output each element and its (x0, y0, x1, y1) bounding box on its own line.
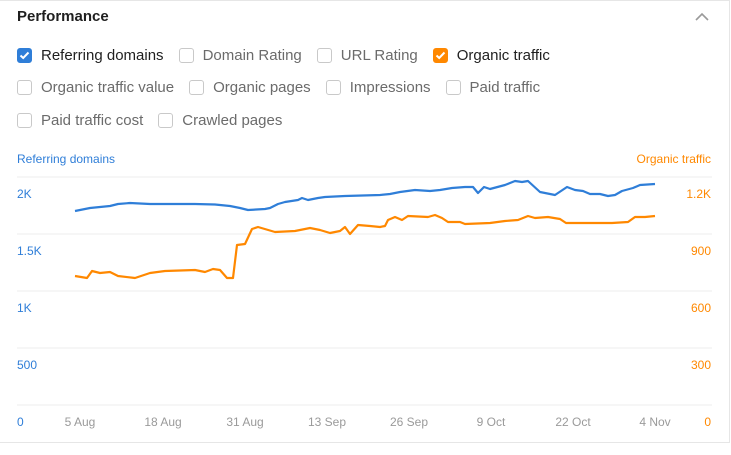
checkbox-unchecked-icon[interactable] (316, 47, 332, 63)
metric-label: Crawled pages (182, 111, 283, 129)
chevron-up-icon[interactable] (694, 10, 710, 24)
checkbox-unchecked-icon[interactable] (178, 47, 194, 63)
checkbox-paid-traffic[interactable]: Paid traffic (445, 78, 541, 96)
y-tick-left: 500 (17, 358, 38, 372)
y-tick-left: 1.5K (17, 244, 42, 258)
metrics-row-3: Paid traffic cost Crawled pages (17, 110, 297, 130)
checkbox-crawled-pages[interactable]: Crawled pages (158, 112, 282, 129)
metric-label: Domain Rating (202, 46, 302, 64)
x-tick: 9 Oct (476, 415, 506, 429)
checkbox-url-rating[interactable]: URL Rating (316, 46, 418, 64)
checkbox-unchecked-icon[interactable] (17, 79, 32, 95)
x-tick: 13 Sep (307, 415, 347, 429)
checkbox-checked-icon[interactable] (432, 47, 448, 63)
metric-label: Organic pages (213, 78, 311, 96)
x-tick: 22 Oct (555, 415, 591, 429)
metric-label: Impressions (349, 78, 431, 96)
checkbox-unchecked-icon[interactable] (325, 79, 341, 95)
metric-label: Referring domains (41, 46, 164, 64)
y-tick-right: 600 (690, 301, 711, 315)
left-axis-title: Referring domains (17, 152, 116, 166)
y-tick-left: 1K (17, 301, 32, 315)
gridlines (17, 176, 712, 406)
panel-title: Performance (17, 8, 109, 25)
y-tick-right: 1.2K (686, 187, 711, 201)
checkbox-impressions[interactable]: Impressions (325, 78, 431, 96)
checkbox-unchecked-icon[interactable] (189, 79, 205, 95)
y-tick-left: 0 (17, 415, 24, 429)
referring-domains-line (74, 179, 656, 213)
right-axis-title: Organic traffic (636, 152, 711, 166)
checkbox-organic-traffic[interactable]: Organic traffic (432, 46, 550, 64)
metric-label: URL Rating (340, 46, 418, 64)
checkbox-unchecked-icon[interactable] (17, 112, 32, 128)
checkbox-checked-icon[interactable] (17, 47, 32, 63)
checkbox-organic-traffic-value[interactable]: Organic traffic value (17, 79, 174, 96)
organic-traffic-line (74, 213, 656, 280)
checkbox-referring-domains[interactable]: Referring domains (17, 47, 164, 64)
metric-label: Organic traffic value (41, 78, 175, 96)
x-tick: 5 Aug (64, 415, 96, 429)
x-tick: 4 Nov (639, 415, 671, 429)
line-chart (17, 176, 712, 406)
y-tick-left: 2K (17, 187, 32, 201)
checkbox-organic-pages[interactable]: Organic pages (189, 79, 311, 96)
metric-label: Organic traffic (456, 46, 550, 64)
metrics-row-1: Referring domains Domain Rating URL Rati… (17, 45, 565, 65)
checkbox-unchecked-icon[interactable] (158, 112, 174, 128)
metric-label: Paid traffic (469, 78, 541, 96)
x-tick: 31 Aug (226, 415, 264, 429)
checkbox-paid-traffic-cost[interactable]: Paid traffic cost (17, 112, 143, 129)
x-tick: 18 Aug (144, 415, 182, 429)
performance-panel: Performance Referring domains Domain Rat… (0, 0, 730, 443)
y-tick-right: 900 (690, 244, 711, 258)
metrics-row-2: Organic traffic value Organic pages Impr… (17, 77, 555, 97)
x-tick: 26 Sep (389, 415, 429, 429)
y-tick-right: 0 (704, 415, 711, 429)
y-tick-right: 300 (690, 358, 711, 372)
metric-label: Paid traffic cost (41, 111, 144, 129)
checkbox-unchecked-icon[interactable] (445, 79, 461, 95)
checkbox-domain-rating[interactable]: Domain Rating (178, 46, 302, 64)
